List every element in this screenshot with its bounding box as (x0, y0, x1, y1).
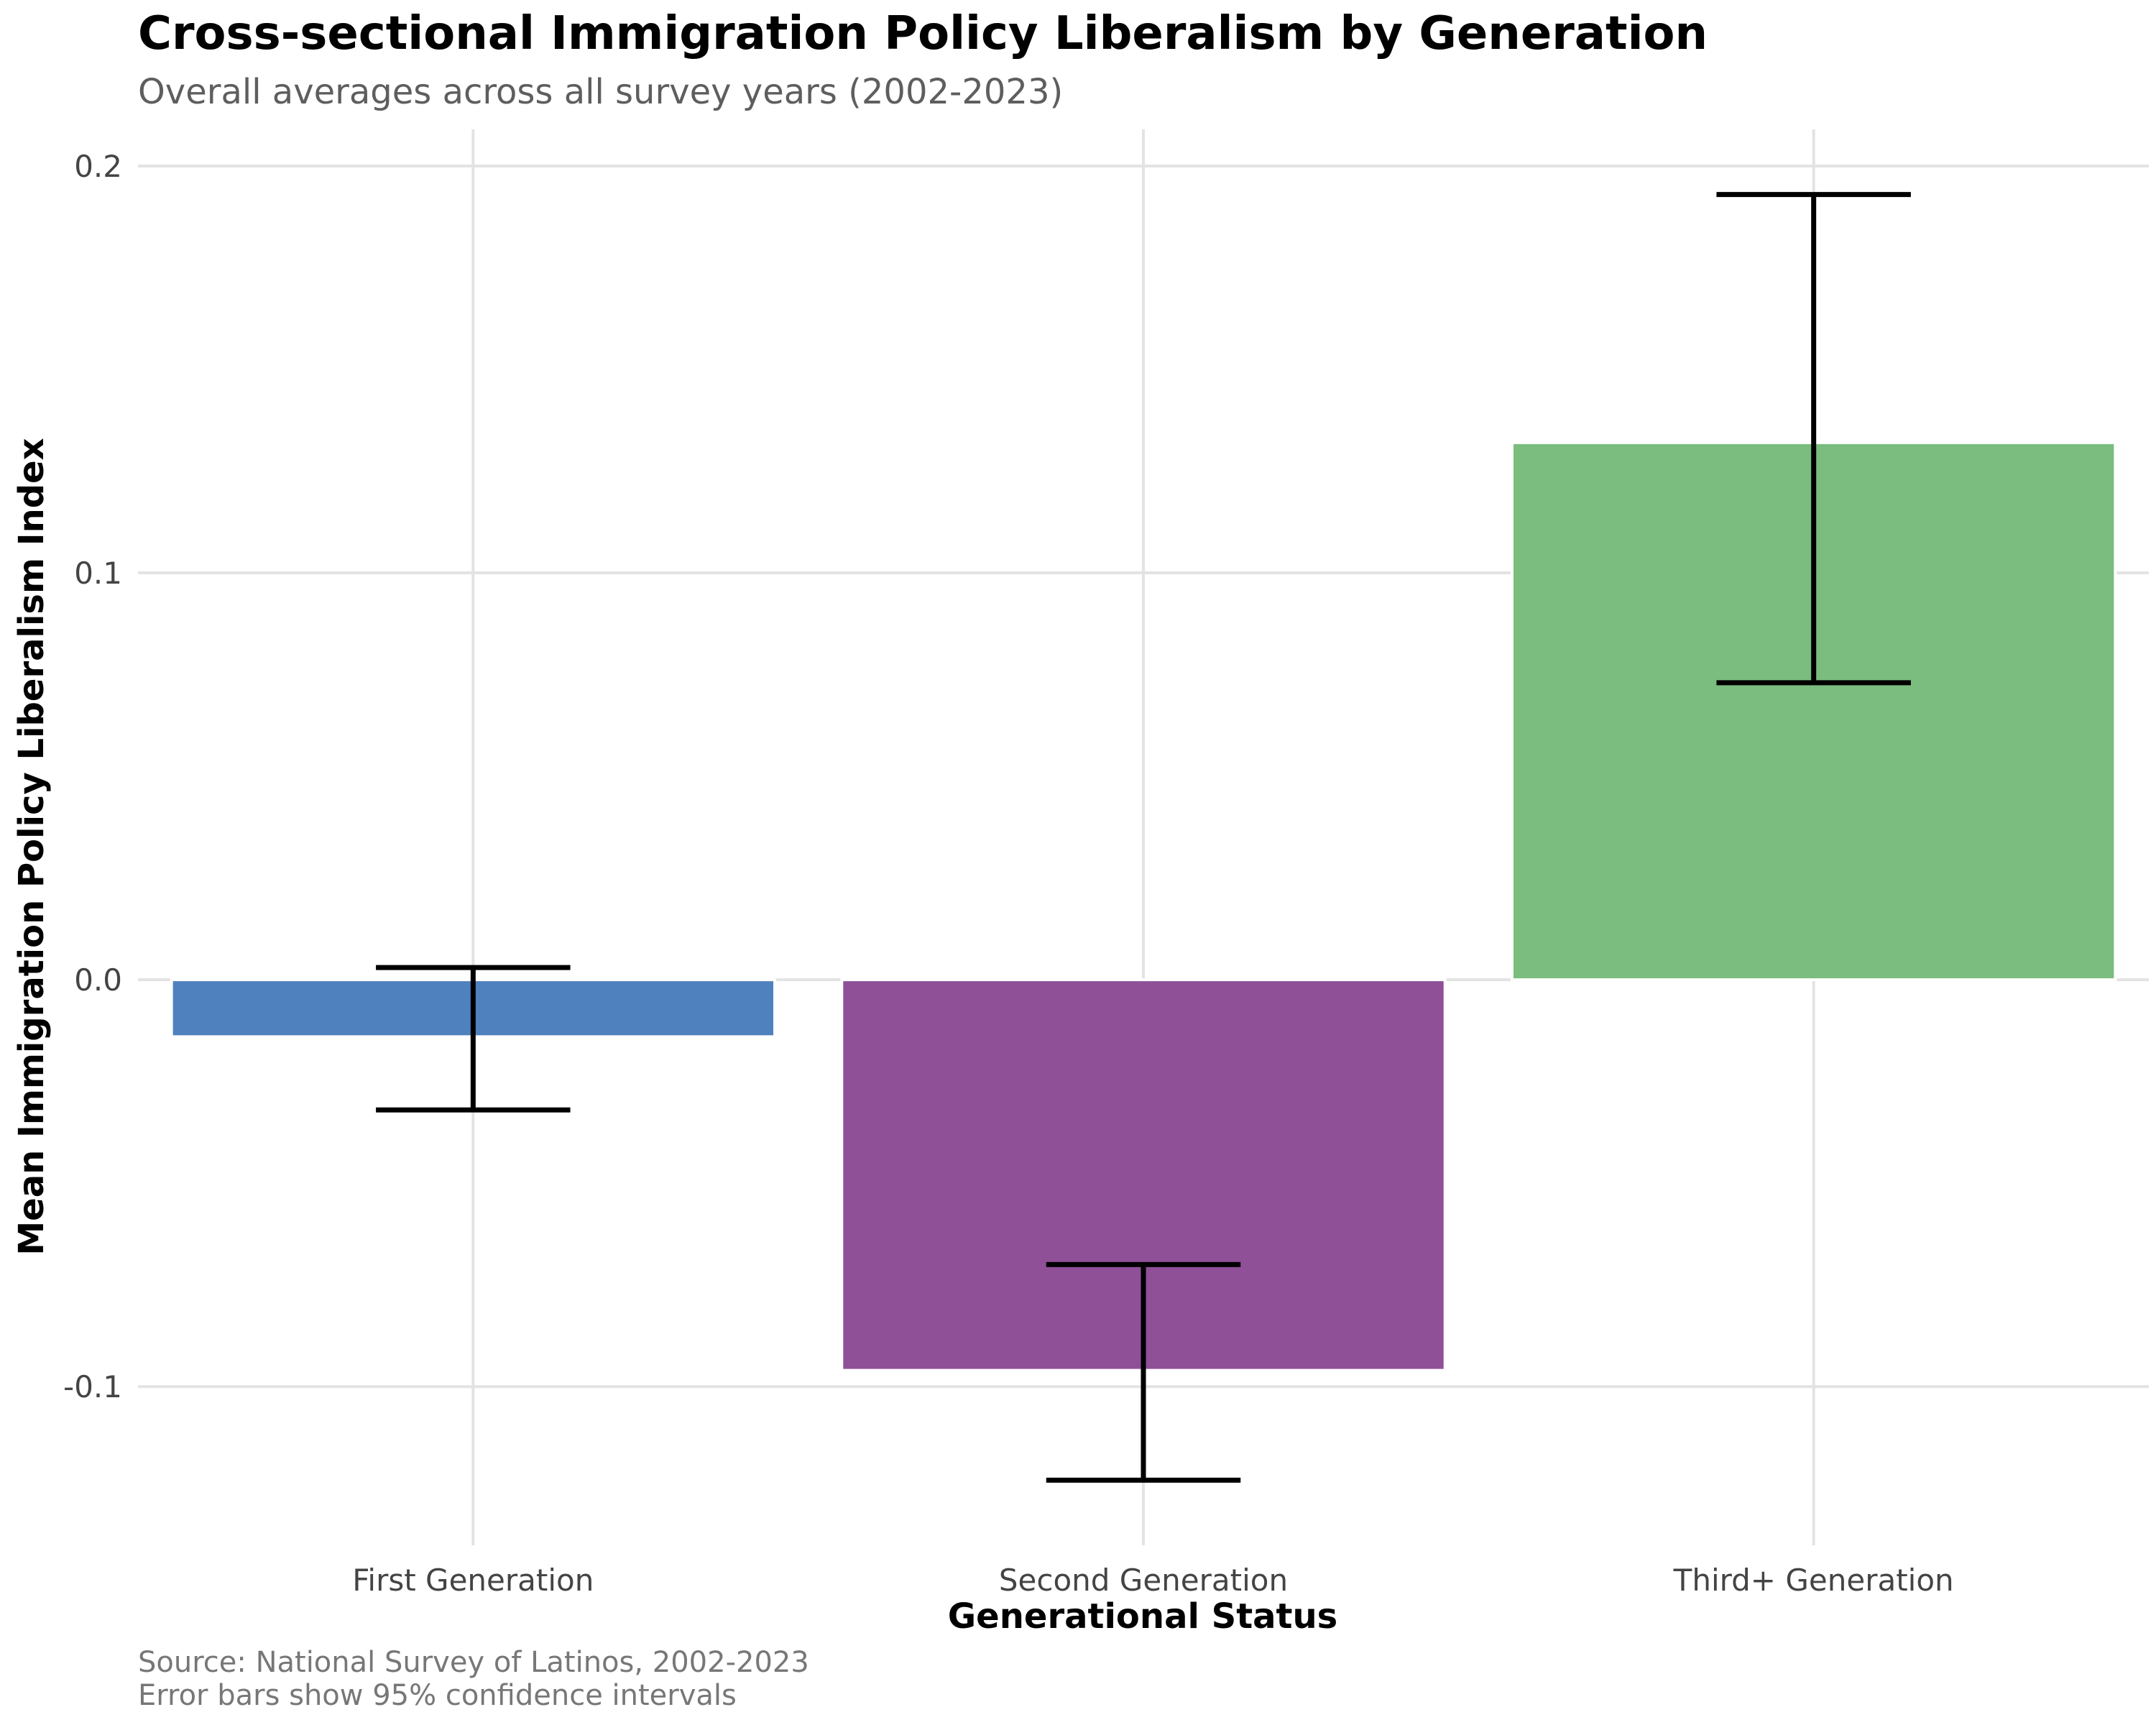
x-tick-label: First Generation (352, 1563, 594, 1598)
chart-caption: Source: National Survey of Latinos, 2002… (138, 1646, 809, 1712)
caption-source: Source: National Survey of Latinos, 2002… (138, 1646, 809, 1679)
x-tick-label: Third+ Generation (1673, 1563, 1954, 1598)
y-axis-title: Mean Immigration Policy Liberalism Index (11, 438, 52, 1255)
y-tick-label: 0.2 (74, 149, 122, 184)
y-tick-label: 0.1 (74, 556, 122, 591)
error-bars (376, 192, 1911, 1483)
chart-title: Cross-sectional Immigration Policy Liber… (138, 7, 1708, 60)
chart-subtitle: Overall averages across all survey years… (138, 72, 1064, 112)
x-tick-label: Second Generation (999, 1563, 1288, 1598)
caption-note: Error bars show 95% confidence intervals (138, 1679, 737, 1712)
x-tick-labels: First Generation Second Generation Third+ … (352, 1563, 1953, 1598)
y-tick-label: -0.1 (63, 1369, 122, 1404)
y-tick-label: 0.0 (74, 962, 122, 998)
y-tick-labels: -0.1 0.0 0.1 0.2 (63, 149, 122, 1404)
x-axis-title: Generational Status (948, 1596, 1337, 1637)
